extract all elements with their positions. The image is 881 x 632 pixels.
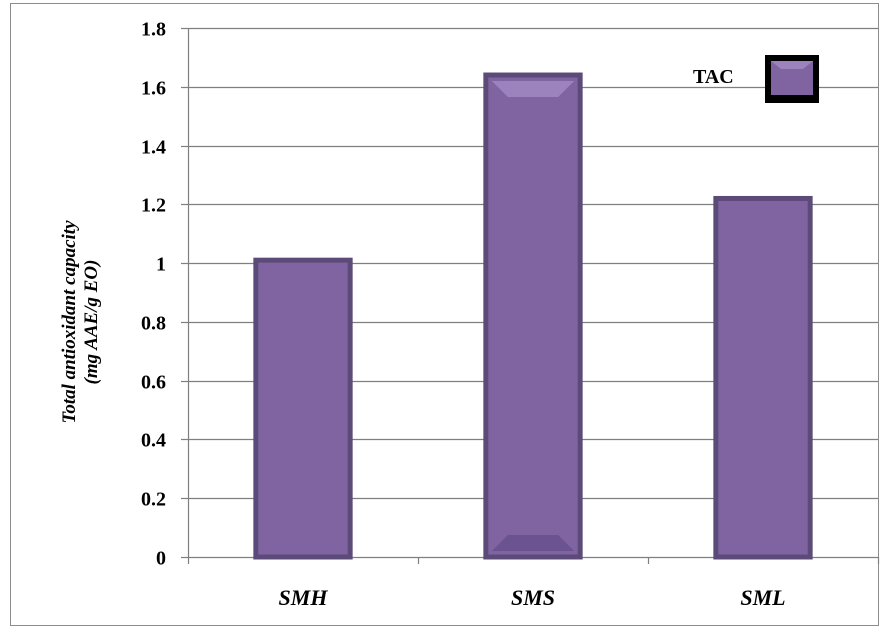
bar-body: [253, 257, 353, 560]
bars: [253, 72, 813, 560]
y-tick-label: 1.2: [141, 195, 166, 217]
y-axis-title: Total antioxidant capacity (mg AAE/g EO): [59, 220, 102, 424]
x-tick-label: SMS: [511, 585, 555, 610]
y-axis-title-line1: Total antioxidant capacity: [59, 220, 80, 424]
bar-sml: [713, 195, 813, 560]
bar-bevel-bottom: [491, 535, 575, 551]
y-tick-label: 1.6: [141, 78, 166, 100]
y-tick-label: 0.6: [141, 372, 166, 394]
x-tick-labels: SMH SMS SML: [279, 585, 786, 610]
y-tick-label: 1: [156, 254, 166, 276]
y-tick-label: 1.8: [141, 19, 166, 41]
y-tick-label: 0: [156, 548, 166, 570]
bar-sms: [483, 72, 583, 560]
y-axis-title-line2: (mg AAE/g EO): [81, 260, 102, 385]
legend: TAC: [693, 55, 819, 103]
bar-bevel-top: [491, 81, 575, 98]
y-tick-label: 0.4: [141, 430, 166, 452]
y-tick-label: 1.4: [141, 137, 166, 159]
y-tick-labels: 0 0.2 0.4 0.6 0.8 1 1.2 1.4 1.6 1.8: [141, 19, 166, 570]
y-tick-label: 0.2: [141, 489, 166, 511]
x-tick-label: SMH: [279, 585, 329, 610]
legend-swatch-bevel: [771, 61, 813, 69]
bar-body: [483, 72, 583, 560]
bar-body: [713, 195, 813, 560]
legend-label: TAC: [693, 66, 734, 88]
chart-border: [10, 3, 879, 626]
x-tick-label: SML: [740, 585, 785, 610]
y-tick-label: 0.8: [141, 313, 166, 335]
legend-swatch: [765, 55, 819, 103]
bar-smh: [253, 257, 353, 560]
